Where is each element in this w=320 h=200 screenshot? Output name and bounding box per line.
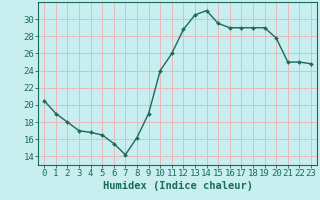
X-axis label: Humidex (Indice chaleur): Humidex (Indice chaleur)	[103, 181, 252, 191]
